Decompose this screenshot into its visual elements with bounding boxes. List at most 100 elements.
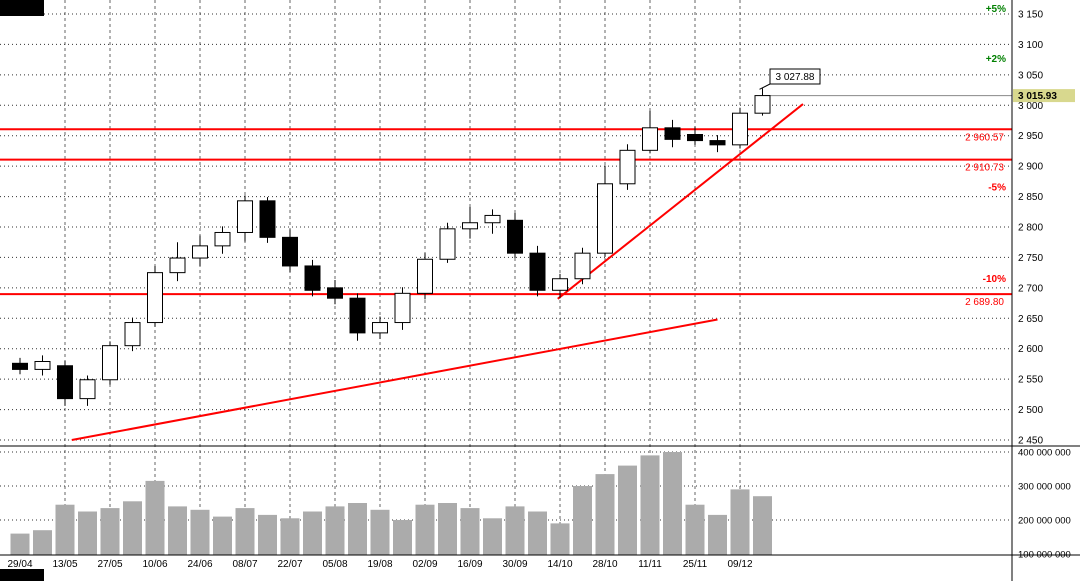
bearish-candle <box>529 252 546 291</box>
volume-bar <box>78 511 97 555</box>
bullish-candle <box>192 245 208 259</box>
price-axis-label: 3 100 <box>1018 40 1043 51</box>
volume-bar <box>595 474 615 555</box>
volume-bar <box>123 501 142 555</box>
volume-bar <box>438 503 457 555</box>
date-label: 09/12 <box>727 559 752 570</box>
date-label: 02/09 <box>412 559 437 570</box>
date-label: 24/06 <box>187 559 212 570</box>
price-axis-label: 2 750 <box>1018 253 1043 264</box>
price-axis-label: 2 850 <box>1018 192 1043 203</box>
trend-line <box>557 103 804 300</box>
price-axis-label: 3 050 <box>1018 70 1043 81</box>
bullish-candle <box>642 127 658 151</box>
volume-bar <box>505 506 525 555</box>
price-axis-label: 2 600 <box>1018 344 1043 355</box>
volume-bar <box>235 508 255 555</box>
volume-bar <box>708 514 727 555</box>
date-label: 28/10 <box>592 559 617 570</box>
price-callout-label: 3 027.88 <box>776 72 815 83</box>
price-callout-box <box>769 68 821 85</box>
volume-axis-label: 400 000 000 <box>1018 448 1071 459</box>
date-label: 29/04 <box>7 559 32 570</box>
volume-bar <box>33 530 52 555</box>
volume-bar <box>145 480 165 555</box>
price-axis-label: 3 000 <box>1018 101 1043 112</box>
top-left-corner-box <box>0 0 44 16</box>
date-label: 25/11 <box>683 559 708 570</box>
price-axis-label: 2 550 <box>1018 375 1043 386</box>
bearish-candle <box>57 365 73 400</box>
bullish-candle <box>462 222 478 230</box>
volume-bar <box>370 509 390 555</box>
date-label: 27/05 <box>97 559 122 570</box>
bullish-candle <box>574 252 591 280</box>
volume-bar <box>685 504 705 555</box>
volume-bar <box>550 523 570 555</box>
bullish-candle <box>439 228 456 260</box>
bearish-candle <box>349 297 366 334</box>
bearish-candle <box>282 236 298 267</box>
volume-bar <box>213 516 232 555</box>
current-price-label: 3 015.93 <box>1018 91 1057 102</box>
bearish-candle <box>12 362 28 370</box>
price-axis-label: 2 500 <box>1018 405 1043 416</box>
percent-label: +2% <box>986 54 1006 65</box>
volume-bar <box>483 518 502 555</box>
price-axis-label: 2 800 <box>1018 223 1043 234</box>
bullish-candle <box>169 257 186 274</box>
level-price-label: 2 689.80 <box>965 297 1004 308</box>
volume-bar <box>190 509 210 555</box>
volume-bar <box>258 514 277 555</box>
bottom-left-corner-box <box>0 569 44 581</box>
date-label: 22/07 <box>277 559 302 570</box>
volume-bar <box>348 503 367 555</box>
bullish-candle <box>484 214 501 224</box>
trend-line <box>71 318 718 441</box>
bullish-candle <box>79 379 96 400</box>
date-label: 19/08 <box>367 559 392 570</box>
date-label: 05/08 <box>322 559 347 570</box>
bearish-candle <box>507 219 523 254</box>
bearish-candle <box>664 127 681 140</box>
date-label: 14/10 <box>547 559 572 570</box>
bearish-candle <box>709 140 726 146</box>
callout-pointer <box>759 83 771 90</box>
percent-label: +5% <box>986 4 1006 15</box>
level-price-label: 2 910.73 <box>965 163 1004 174</box>
volume-bar <box>55 504 75 555</box>
bullish-candle <box>124 322 141 347</box>
volume-bar <box>10 533 30 555</box>
volume-bar <box>753 496 772 555</box>
bearish-candle <box>304 265 321 291</box>
date-label: 16/09 <box>457 559 482 570</box>
price-axis-label: 2 450 <box>1018 436 1043 447</box>
volume-bar <box>100 508 120 555</box>
bullish-candle <box>394 292 411 324</box>
bullish-candle <box>552 278 568 291</box>
volume-bar <box>730 489 750 555</box>
date-label: 10/06 <box>142 559 167 570</box>
volume-bar <box>325 506 345 555</box>
price-axis-label: 2 950 <box>1018 131 1043 142</box>
price-axis-label: 2 700 <box>1018 283 1043 294</box>
level-price-label: 2 960.57 <box>965 132 1004 143</box>
date-label: 11/11 <box>638 559 662 570</box>
bullish-candle <box>597 183 613 254</box>
volume-axis-label: 200 000 000 <box>1018 516 1071 527</box>
bullish-candle <box>754 95 771 114</box>
current-price-tag <box>1013 89 1075 103</box>
volume-axis-label: 300 000 000 <box>1018 482 1071 493</box>
bullish-candle <box>102 345 118 381</box>
bearish-candle <box>327 287 343 299</box>
date-label: 30/09 <box>502 559 527 570</box>
volume-bar <box>393 520 412 555</box>
bullish-candle <box>417 258 433 294</box>
volume-bar <box>640 455 660 555</box>
volume-bar <box>303 511 322 555</box>
date-label: 08/07 <box>232 559 257 570</box>
bearish-candle <box>687 133 703 142</box>
